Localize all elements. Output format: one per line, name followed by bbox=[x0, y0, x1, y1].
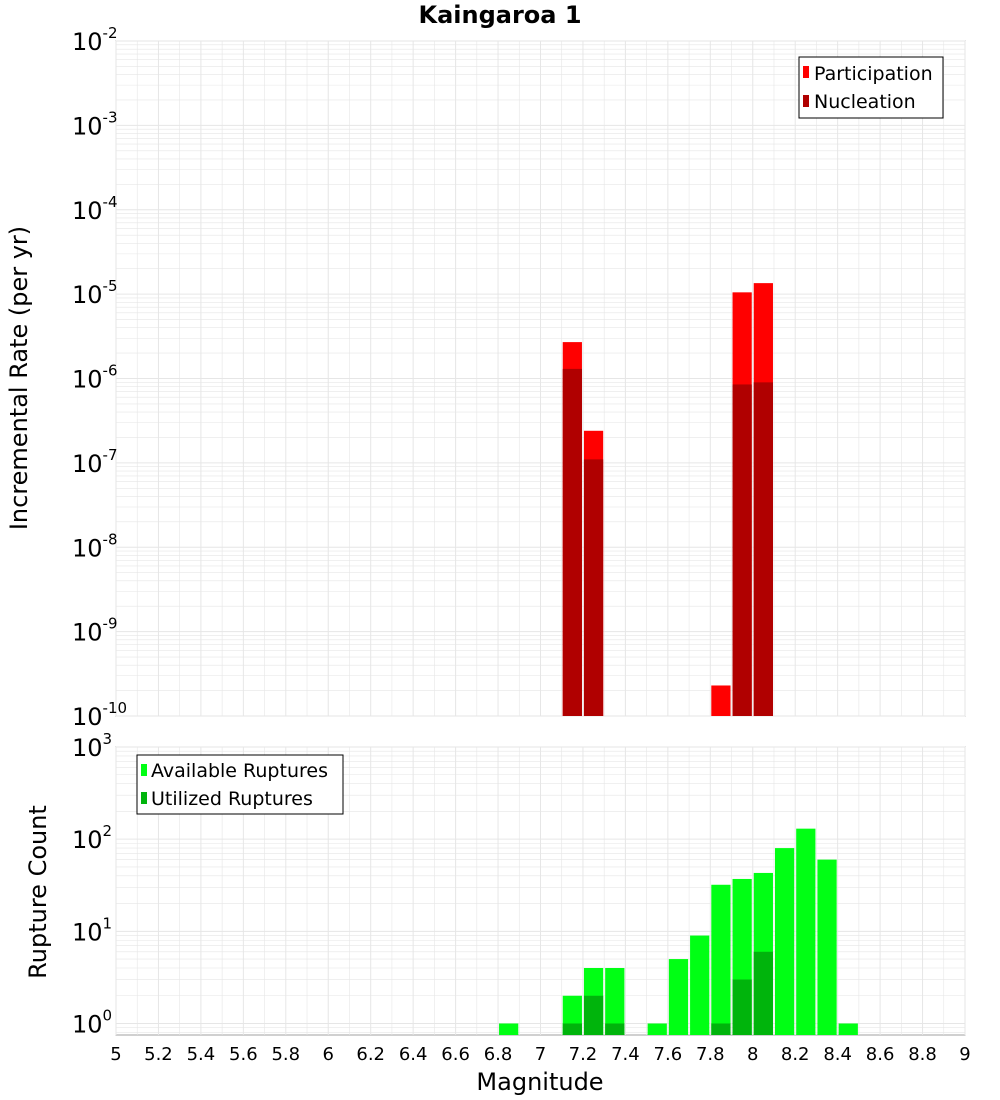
x-tick-label: 8.6 bbox=[866, 1044, 895, 1065]
utilized-ruptures-bar bbox=[753, 951, 773, 1035]
count-y-tick-labels: 100 101 102 103 bbox=[72, 730, 112, 1038]
nucleation-bar bbox=[753, 382, 773, 716]
x-tick-label: 7 bbox=[535, 1044, 546, 1065]
x-axis-label: Magnitude bbox=[476, 1068, 603, 1096]
count-panel: 100 101 102 103 5 5.2 5.4 5.6 5.8 6 6.2 6.4 6.6 6.8 7… bbox=[24, 730, 971, 1096]
rate-legend: Participation Nucleation bbox=[798, 56, 944, 119]
x-tick-label: 8.4 bbox=[823, 1044, 852, 1065]
x-tick-labels: 5 5.2 5.4 5.6 5.8 6 6.2 6.4 6.6 6.8 7 7.2 7.4 7.6 7.8 8… bbox=[110, 1044, 970, 1065]
x-tick-label: 7.4 bbox=[611, 1044, 640, 1065]
available-legend-swatch bbox=[141, 764, 147, 776]
x-tick-label: 7.8 bbox=[696, 1044, 725, 1065]
y-tick-label: 10-4 bbox=[72, 193, 118, 225]
rate-y-axis-label: Incremental Rate (per yr) bbox=[5, 226, 33, 530]
utilized-ruptures-bar bbox=[732, 979, 752, 1035]
x-tick-label: 6.2 bbox=[356, 1044, 385, 1065]
rate-gridlines bbox=[115, 40, 966, 717]
x-tick-label: 5.4 bbox=[187, 1044, 216, 1065]
x-tick-label: 8 bbox=[747, 1044, 758, 1065]
nucleation-bar bbox=[732, 384, 752, 716]
y-tick-label: 10-3 bbox=[72, 108, 118, 140]
available-legend-label: Available Ruptures bbox=[151, 760, 328, 782]
available-ruptures-bar bbox=[838, 1023, 858, 1035]
y-tick-label: 10-10 bbox=[72, 699, 127, 731]
x-tick-label: 5.8 bbox=[271, 1044, 300, 1065]
y-tick-label: 103 bbox=[72, 730, 112, 762]
utilized-ruptures-bar bbox=[562, 1023, 582, 1035]
rate-y-tick-labels: 10-10 10-9 10-8 10-7 10-6 10-5 10-4 10-3 10-2 bbox=[72, 24, 127, 731]
participation-legend-swatch bbox=[803, 66, 809, 78]
x-tick-label: 5 bbox=[110, 1044, 121, 1065]
rate-panel: 10-10 10-9 10-8 10-7 10-6 10-5 10-4 10-3 10-2 In… bbox=[5, 24, 966, 731]
available-ruptures-bar bbox=[774, 848, 795, 1035]
x-tick-label: 7.2 bbox=[569, 1044, 598, 1065]
y-tick-label: 10-8 bbox=[72, 530, 118, 562]
y-tick-label: 101 bbox=[72, 914, 112, 946]
utilized-legend-label: Utilized Ruptures bbox=[151, 788, 313, 810]
x-tick-label: 6.8 bbox=[484, 1044, 513, 1065]
x-tick-label: 6.6 bbox=[441, 1044, 470, 1065]
count-y-axis-label: Rupture Count bbox=[24, 805, 52, 979]
y-tick-label: 102 bbox=[72, 822, 112, 854]
available-ruptures-bar bbox=[690, 935, 710, 1035]
rate-bars bbox=[562, 283, 773, 716]
count-bars bbox=[499, 828, 858, 1035]
y-tick-label: 10-6 bbox=[72, 362, 118, 394]
y-tick-label: 100 bbox=[72, 1006, 112, 1038]
available-ruptures-bar bbox=[605, 967, 625, 1035]
nucleation-legend-label: Nucleation bbox=[814, 91, 916, 113]
nucleation-bar bbox=[583, 459, 604, 716]
y-tick-label: 10-7 bbox=[72, 446, 118, 478]
available-ruptures-bar bbox=[711, 884, 731, 1035]
x-tick-label: 8.8 bbox=[908, 1044, 937, 1065]
nucleation-bar bbox=[562, 368, 582, 716]
participation-bar bbox=[711, 685, 731, 716]
participation-legend-label: Participation bbox=[814, 63, 933, 85]
x-tick-label: 5.6 bbox=[229, 1044, 258, 1065]
available-ruptures-bar bbox=[817, 859, 837, 1035]
available-ruptures-bar bbox=[499, 1023, 519, 1035]
utilized-legend-swatch bbox=[141, 792, 147, 804]
y-tick-label: 10-9 bbox=[72, 615, 118, 647]
count-legend-box bbox=[136, 754, 344, 815]
x-tick-label: 7.6 bbox=[654, 1044, 683, 1065]
rate-legend-box bbox=[798, 56, 944, 119]
nucleation-legend-swatch bbox=[803, 95, 809, 107]
x-tick-label: 8.2 bbox=[781, 1044, 810, 1065]
x-tick-label: 5.2 bbox=[144, 1044, 173, 1065]
y-tick-label: 10-5 bbox=[72, 277, 118, 309]
x-tick-label: 6 bbox=[323, 1044, 334, 1065]
utilized-ruptures-bar bbox=[711, 1023, 731, 1035]
y-tick-label: 10-2 bbox=[72, 24, 118, 56]
count-legend: Available Ruptures Utilized Ruptures bbox=[136, 754, 344, 815]
available-ruptures-bar bbox=[796, 828, 816, 1035]
x-tick-label: 9 bbox=[959, 1044, 970, 1065]
available-ruptures-bar bbox=[647, 1023, 667, 1035]
utilized-ruptures-bar bbox=[583, 995, 604, 1035]
x-tick-label: 6.4 bbox=[399, 1044, 428, 1065]
utilized-ruptures-bar bbox=[605, 1023, 625, 1035]
chart-title: Kaingaroa 1 bbox=[418, 1, 581, 29]
available-ruptures-bar bbox=[668, 959, 689, 1035]
